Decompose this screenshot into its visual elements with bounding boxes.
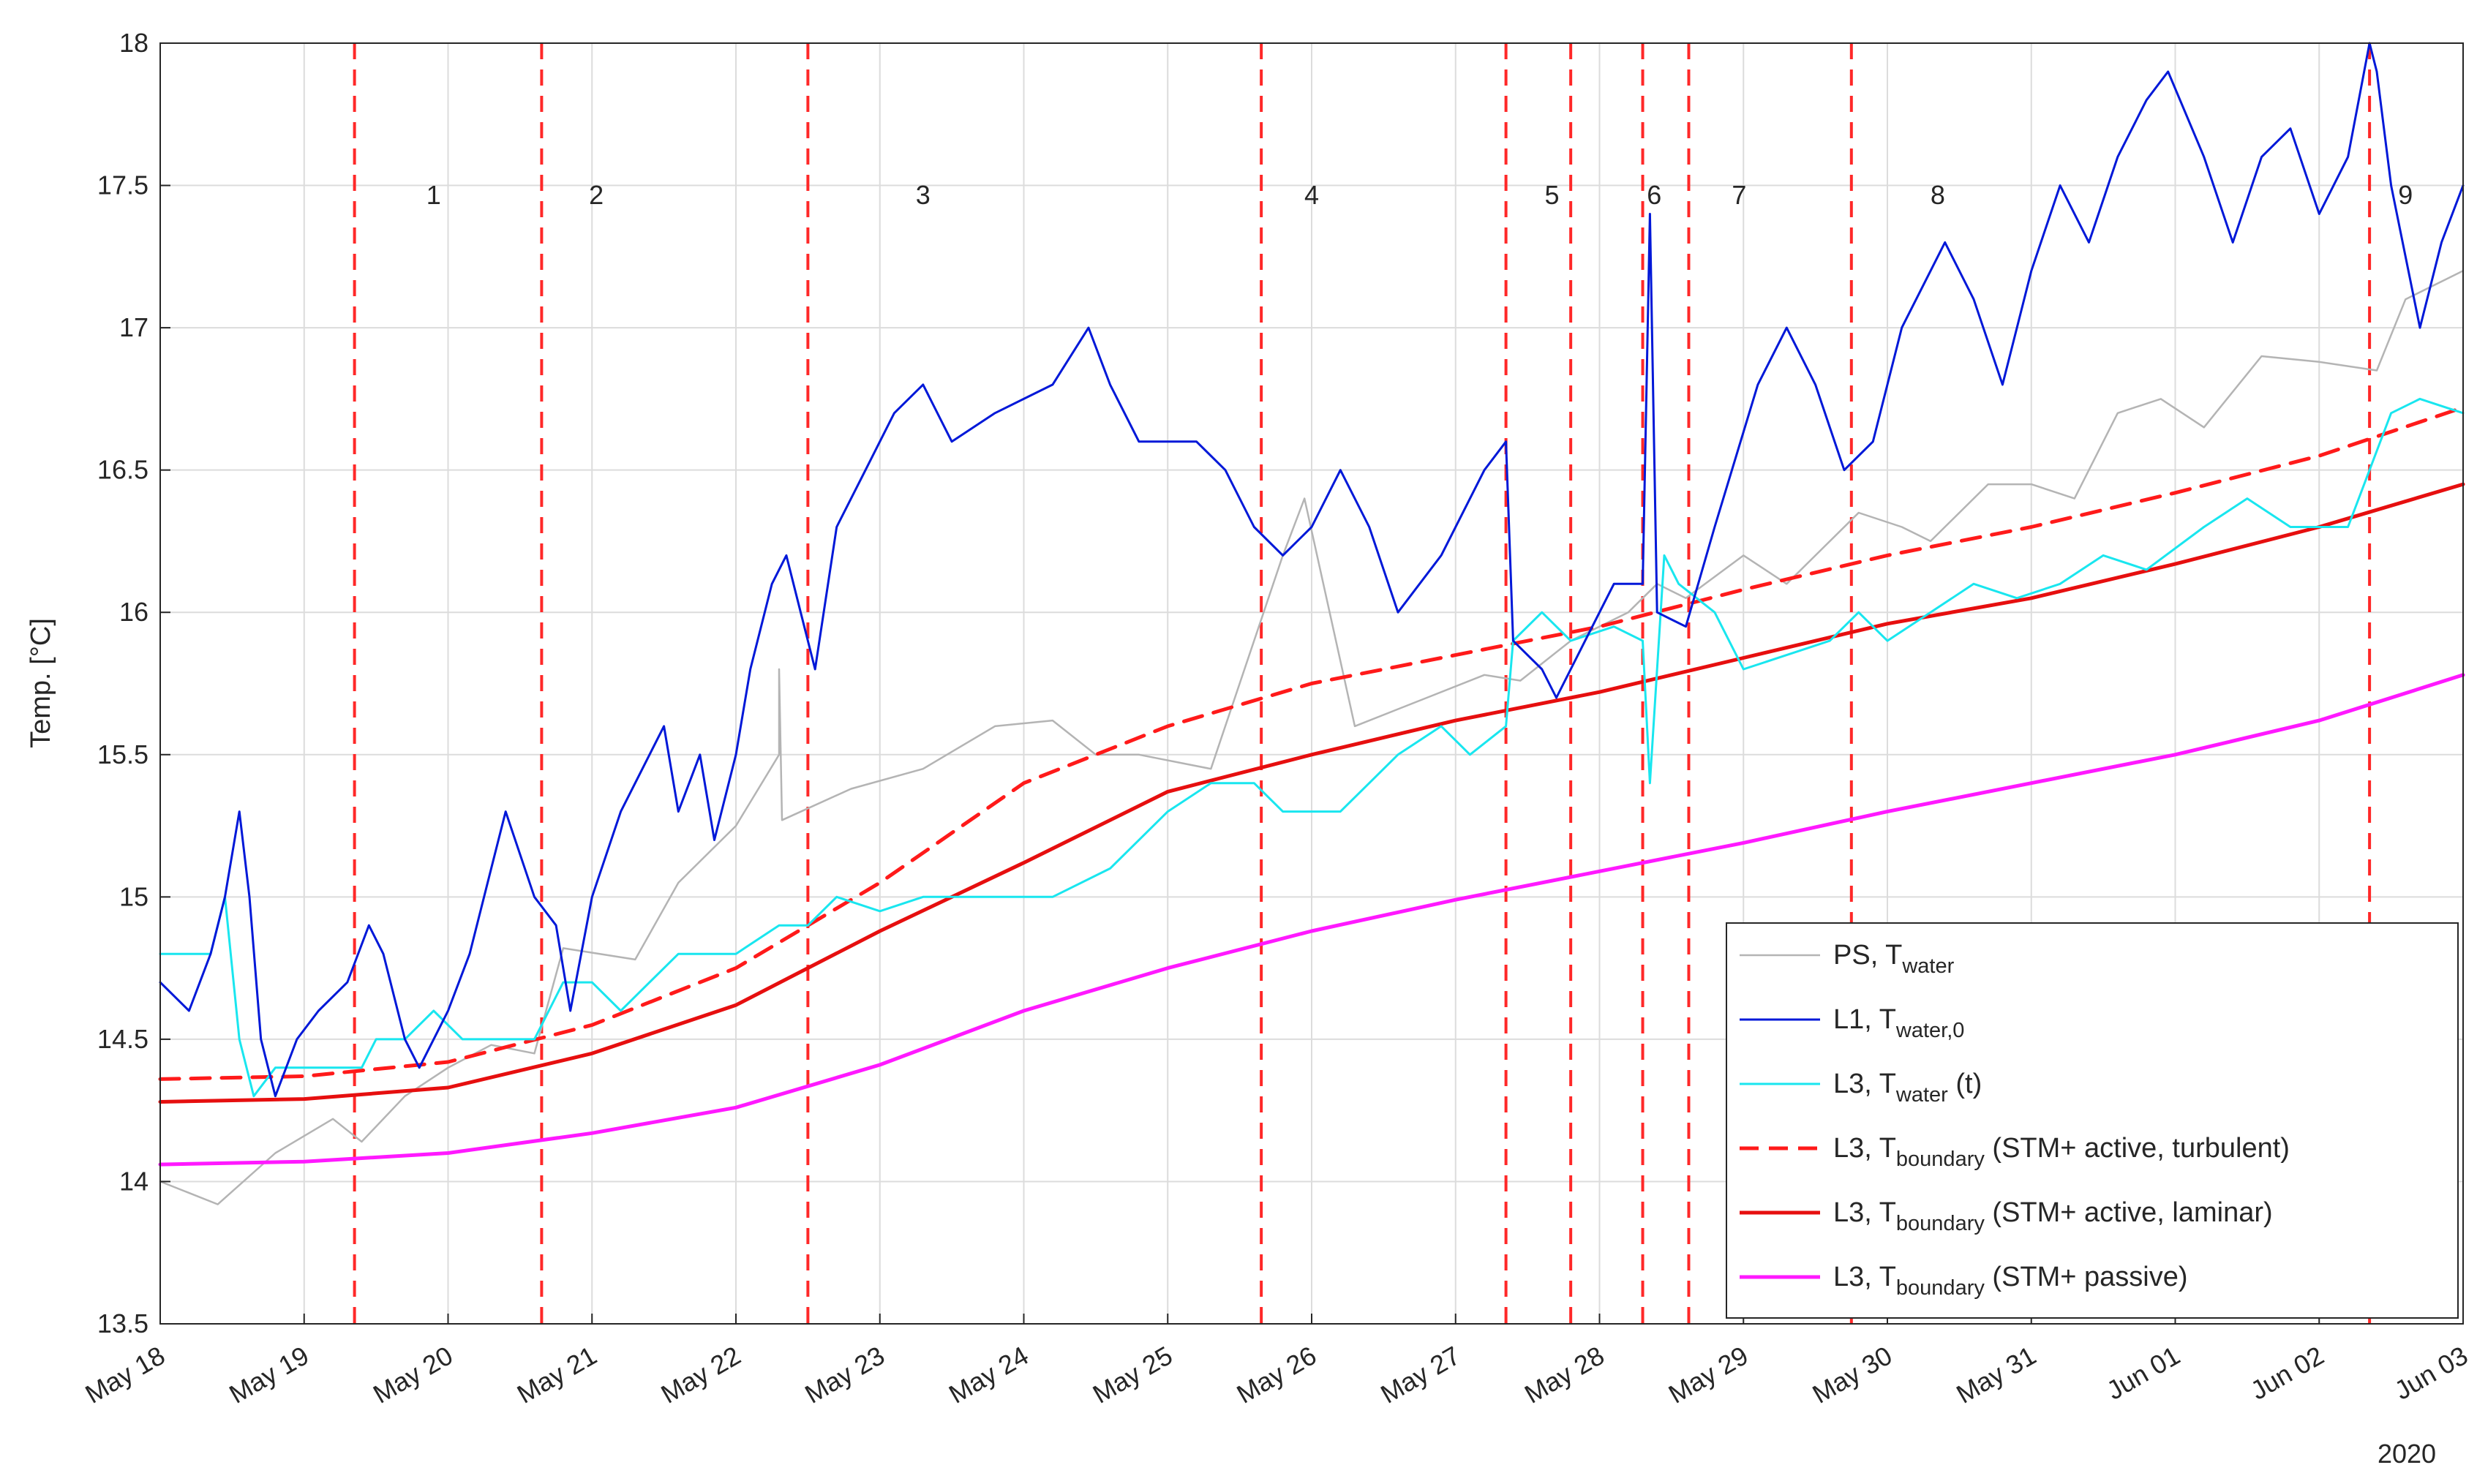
series-line-ps <box>159 270 2465 1205</box>
legend-entry-l1: L1, Twater,0 <box>1833 1004 1964 1042</box>
y-tick-label: 13.5 <box>97 1308 149 1338</box>
legend-entry-ps: PS, Twater <box>1833 940 1955 978</box>
segment-label: 9 <box>2398 180 2413 210</box>
legend-entry-tail: (t) <box>1948 1069 1982 1099</box>
legend-entry-tail: (STM+ active, turbulent) <box>1985 1133 2290 1164</box>
x-axis-year-label: 2020 <box>2378 1439 2436 1469</box>
segment-label: 1 <box>426 180 441 210</box>
y-tick-label: 18 <box>119 28 149 58</box>
y-tick-label: 14 <box>119 1166 149 1196</box>
legend-entry-tail: (STM+ passive) <box>1985 1262 2188 1292</box>
legend-entry-subscript: boundary <box>1896 1148 1985 1171</box>
segment-label: 8 <box>1931 180 1945 210</box>
segment-label: 6 <box>1647 180 1661 210</box>
legend-entry-laminar: L3, Tboundary (STM+ active, laminar) <box>1833 1197 2273 1235</box>
legend-entry-tail: (STM+ active, laminar) <box>1985 1197 2273 1228</box>
series-line-l1 <box>159 42 2465 1098</box>
y-tick-label: 17.5 <box>97 170 149 200</box>
legend-entry-turbulent: L3, Tboundary (STM+ active, turbulent) <box>1833 1133 2290 1171</box>
legend-entry-main: L1, T <box>1833 1004 1896 1035</box>
legend-entry-subscript: water <box>1901 954 1954 978</box>
legend-entry-main: L3, T <box>1833 1133 1896 1164</box>
segment-label: 5 <box>1545 180 1560 210</box>
series-line-l3 <box>159 397 2465 1098</box>
y-tick-label: 14.5 <box>97 1024 149 1054</box>
legend-entry-main: PS, T <box>1833 940 1902 971</box>
y-tick-label: 15 <box>119 881 149 911</box>
legend-entry-l3: L3, Twater (t) <box>1833 1069 1982 1107</box>
series-line-passive <box>158 673 2465 1167</box>
segment-label: 2 <box>589 180 604 210</box>
legend-entry-passive: L3, Tboundary (STM+ passive) <box>1833 1262 2188 1300</box>
y-tick-label: 16.5 <box>97 455 149 485</box>
series-line-laminar <box>158 482 2465 1104</box>
y-tick-label: 17 <box>119 312 149 342</box>
segment-label: 3 <box>916 180 931 210</box>
legend-entry-subscript: water <box>1895 1083 1948 1107</box>
y-tick-label: 16 <box>119 597 149 627</box>
segment-label: 4 <box>1304 180 1319 210</box>
y-axis-ticks: 13.5 14 14.5 15 15.5 16 16.5 17 17.5 18 <box>97 28 170 1338</box>
legend-entry-subscript: water,0 <box>1895 1019 1965 1042</box>
series-line-turbulent <box>158 405 2465 1081</box>
legend-entry-main: L3, T <box>1833 1262 1896 1292</box>
legend-entry-subscript: boundary <box>1896 1212 1985 1235</box>
legend-entry-subscript: boundary <box>1896 1276 1985 1300</box>
legend-entry-main: L3, T <box>1833 1069 1896 1099</box>
legend-entry-main: L3, T <box>1833 1197 1896 1228</box>
segment-label: 7 <box>1732 180 1746 210</box>
series-layer <box>158 42 2465 1205</box>
segment-labels: 1 2 3 4 5 6 7 8 9 <box>426 180 2413 210</box>
y-tick-label: 15.5 <box>97 739 149 769</box>
legend-box <box>1726 922 2459 1319</box>
y-axis-label: Temp. [°C] <box>26 618 56 748</box>
